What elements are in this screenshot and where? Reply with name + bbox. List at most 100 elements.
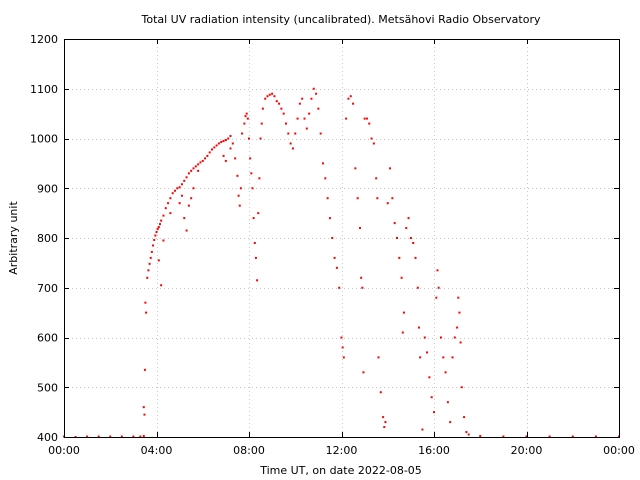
data-point [206, 154, 209, 157]
y-tick-label: 500 [37, 381, 58, 394]
data-point [231, 142, 234, 145]
data-point [548, 435, 551, 438]
x-tick-label: 12:00 [326, 444, 358, 457]
data-point [236, 174, 239, 177]
data-point [301, 97, 304, 100]
data-point [426, 351, 429, 354]
data-point [442, 356, 445, 359]
data-point [335, 266, 338, 269]
data-point [416, 286, 419, 289]
data-point [241, 132, 244, 135]
data-point [248, 137, 250, 140]
data-point [401, 331, 404, 334]
data-point [312, 87, 315, 90]
x-tick-label: 20:00 [511, 444, 543, 457]
data-point [273, 95, 276, 98]
data-point [215, 144, 218, 147]
data-point [328, 217, 331, 220]
data-points [63, 87, 620, 438]
data-point [342, 356, 345, 359]
data-point [322, 162, 324, 165]
data-point [158, 223, 161, 226]
data-point [280, 107, 283, 110]
data-point [362, 371, 365, 374]
x-axis-ticks: 00:00 04:00 08:00 12:00 16:00 20:00 00:00 [48, 39, 635, 457]
data-point [180, 194, 183, 197]
data-point [435, 296, 438, 299]
data-point [341, 346, 344, 349]
data-point [437, 286, 440, 289]
data-point [379, 391, 382, 394]
data-point [222, 154, 225, 157]
data-point [282, 112, 285, 115]
data-point [185, 229, 188, 232]
data-point [405, 227, 408, 230]
chart-title: Total UV radiation intensity (uncalibrat… [141, 13, 541, 26]
data-point [298, 102, 301, 105]
data-point [254, 256, 257, 259]
data-point [386, 202, 389, 205]
y-tick-label: 900 [37, 182, 58, 195]
data-point [153, 238, 156, 241]
data-point [250, 172, 253, 175]
x-tick-label: 08:00 [233, 444, 265, 457]
data-point [201, 159, 204, 162]
y-tick-label: 1000 [30, 133, 58, 146]
data-point [229, 147, 232, 150]
data-point [271, 92, 274, 95]
data-point [142, 406, 145, 409]
data-point [370, 137, 373, 140]
data-point [412, 241, 415, 244]
data-point [430, 396, 433, 399]
x-tick-label: 16:00 [418, 444, 450, 457]
grid [64, 39, 619, 437]
data-point [396, 237, 398, 239]
data-point [317, 107, 320, 110]
data-point [349, 95, 352, 98]
data-point [291, 147, 294, 150]
data-point [194, 165, 197, 168]
data-point [345, 117, 348, 120]
data-point [160, 284, 163, 287]
data-point [86, 435, 89, 438]
y-tick-label: 1200 [30, 33, 58, 46]
y-axis-label: Arbitrary unit [7, 201, 20, 275]
data-point [414, 256, 417, 259]
data-point [258, 177, 261, 180]
data-point [244, 115, 247, 118]
data-point [150, 250, 153, 253]
data-point [217, 142, 220, 145]
data-point [372, 142, 375, 145]
data-point [409, 237, 412, 239]
data-point [571, 435, 574, 438]
data-point [439, 336, 442, 339]
data-point [460, 386, 463, 389]
data-point [246, 117, 249, 120]
data-point [360, 276, 363, 279]
data-point [132, 435, 135, 438]
data-point [143, 413, 146, 416]
data-point [398, 256, 401, 259]
data-point [266, 95, 269, 98]
data-point [162, 214, 165, 217]
data-point [287, 132, 290, 135]
data-point [197, 169, 200, 172]
data-point [252, 217, 255, 220]
data-point [400, 276, 403, 279]
data-point [331, 237, 334, 239]
data-point [257, 212, 260, 215]
data-point [213, 146, 216, 149]
data-point [149, 256, 152, 259]
data-point [178, 202, 181, 205]
y-axis-ticks: 400 500 600 700 800 900 1000 1100 1200 [30, 33, 619, 444]
data-point [171, 192, 174, 195]
data-point [375, 177, 378, 180]
data-point [525, 435, 528, 438]
data-point [458, 311, 461, 314]
data-point [423, 336, 426, 339]
data-point [197, 163, 200, 166]
data-point [457, 296, 460, 299]
data-point [382, 416, 385, 419]
data-point [393, 222, 396, 225]
